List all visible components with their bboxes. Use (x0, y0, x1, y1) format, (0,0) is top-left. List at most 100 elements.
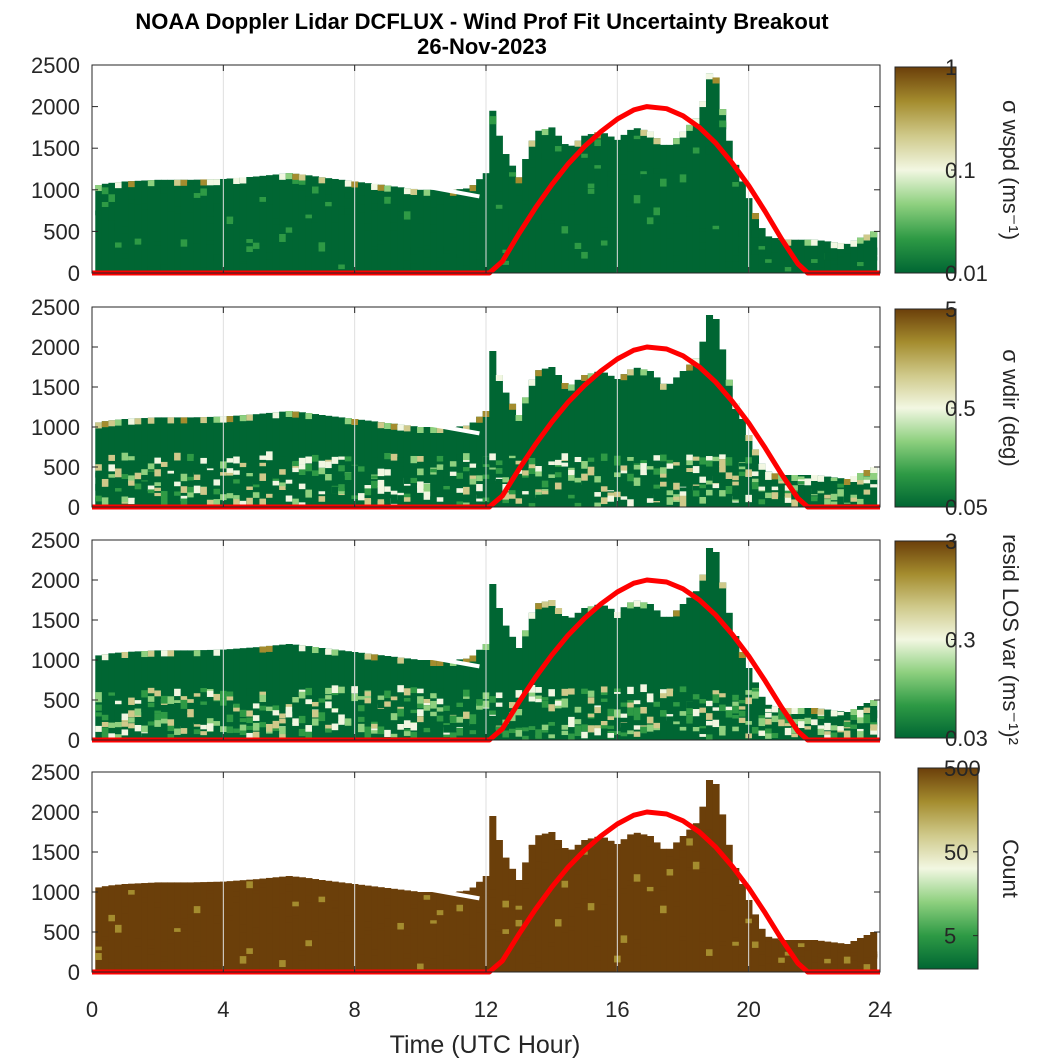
heatmap-cell (633, 135, 641, 140)
heatmap-cell (686, 714, 694, 722)
heatmap-cell (384, 486, 392, 492)
heatmap-cell (574, 140, 582, 147)
heatmap-cell (259, 705, 267, 711)
y-tick-label: 1500 (31, 608, 80, 633)
heatmap-cell (423, 254, 431, 258)
heatmap-column (646, 371, 654, 507)
heatmap-cell (469, 478, 477, 485)
heatmap-cell (233, 896, 241, 903)
heatmap-cell (528, 379, 536, 386)
heatmap-cell (541, 497, 549, 502)
heatmap-column (705, 780, 714, 972)
heatmap-cell (653, 914, 661, 921)
heatmap-cell (732, 941, 740, 946)
heatmap-column (607, 375, 615, 507)
x-tick-label: 20 (736, 997, 760, 1022)
heatmap-cell (292, 179, 300, 184)
heatmap-cell (403, 720, 411, 729)
heatmap-cell (193, 469, 201, 475)
heatmap-cell (548, 461, 556, 466)
heatmap-cell (298, 174, 306, 181)
heatmap-cell (430, 693, 438, 699)
heatmap-cell (686, 838, 694, 846)
heatmap-cell (646, 886, 654, 892)
heatmap-cell (384, 729, 392, 738)
heatmap-column (226, 178, 234, 273)
heatmap-cell (213, 488, 221, 495)
heatmap-cell (732, 714, 740, 719)
heatmap-cell (121, 652, 129, 658)
heatmap-cell (633, 712, 641, 721)
heatmap-cell (522, 719, 530, 728)
heatmap-cell (607, 467, 615, 474)
heatmap-cell (147, 417, 155, 424)
heatmap-column (686, 364, 694, 507)
heatmap-cell (449, 497, 457, 503)
heatmap-cell (469, 227, 477, 234)
heatmap-cell (121, 713, 129, 721)
heatmap-cell (476, 464, 484, 472)
heatmap-cell (489, 453, 497, 461)
heatmap-cell (712, 898, 720, 904)
heatmap-cell (331, 908, 339, 913)
heatmap-cell (627, 686, 635, 695)
heatmap-cell (318, 460, 326, 468)
heatmap-cell (101, 421, 109, 428)
heatmap-cell (778, 496, 786, 503)
heatmap-column (128, 651, 136, 740)
heatmap-cell (719, 735, 727, 740)
heatmap-column (476, 416, 484, 507)
heatmap-cell (371, 949, 379, 956)
heatmap-cell (167, 650, 175, 657)
heatmap-cell (469, 938, 477, 946)
heatmap-cell (653, 906, 661, 914)
heatmap-cell (535, 687, 543, 693)
heatmap-cell (233, 728, 241, 733)
heatmap-cell (824, 958, 832, 964)
heatmap-cell (811, 488, 819, 495)
heatmap-column (180, 417, 188, 507)
heatmap-column (476, 649, 484, 740)
heatmap-cell (134, 418, 142, 425)
heatmap-cell (732, 937, 740, 944)
heatmap-cell (528, 691, 536, 697)
heatmap-column (410, 659, 418, 740)
heatmap-cell (712, 696, 720, 703)
heatmap-cell (167, 206, 175, 212)
heatmap-cell (200, 188, 208, 196)
heatmap-cell (187, 486, 195, 493)
heatmap-cell (101, 714, 109, 721)
heatmap-cell (791, 485, 799, 491)
heatmap-column (712, 77, 720, 273)
heatmap-cell (837, 723, 845, 727)
heatmap-cell (357, 716, 366, 722)
heatmap-cell (200, 696, 208, 702)
heatmap-cell (417, 247, 425, 252)
heatmap-column (187, 179, 195, 273)
heatmap-cell (791, 475, 799, 481)
heatmap-cell (554, 146, 563, 152)
heatmap-cell (443, 725, 451, 733)
heatmap-column (594, 604, 602, 740)
colorbar-tick-label: 50 (944, 840, 968, 865)
heatmap-cell (476, 475, 484, 482)
heatmap-cell (443, 466, 451, 473)
heatmap-cell (338, 206, 346, 215)
heatmap-cell (758, 242, 766, 249)
heatmap-cell (784, 962, 792, 967)
heatmap-column (174, 417, 182, 507)
heatmap-cell (357, 726, 366, 733)
heatmap-cell (692, 466, 700, 474)
heatmap-cell (160, 264, 169, 272)
heatmap-cell (160, 711, 169, 719)
heatmap-cell (811, 475, 819, 481)
colorbar-tick-label: 0.03 (945, 726, 988, 751)
heatmap-cell (692, 726, 700, 732)
heatmap-cell (239, 177, 247, 184)
heatmap-cell (128, 181, 136, 188)
heatmap-cell (857, 498, 865, 505)
heatmap-column (541, 601, 549, 740)
heatmap-cell (279, 960, 287, 968)
heatmap-cell (725, 886, 733, 894)
heatmap-column (837, 943, 845, 972)
